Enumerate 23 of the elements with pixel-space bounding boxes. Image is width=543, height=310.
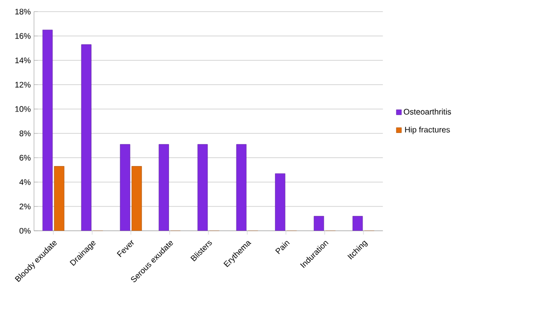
y-tick-label: 2% <box>20 204 31 210</box>
bar <box>132 166 142 232</box>
bar <box>198 144 208 232</box>
bar <box>54 166 64 232</box>
bar <box>352 216 363 232</box>
y-tick-label: 14% <box>15 58 31 64</box>
legend-label: Osteoarthritis <box>404 108 452 115</box>
bar <box>120 144 130 232</box>
bar <box>158 144 169 232</box>
y-tick-label: 0% <box>20 228 31 234</box>
y-tick-label: 18% <box>15 9 31 15</box>
y-tick-label: 12% <box>15 82 31 88</box>
bar <box>81 44 92 232</box>
y-tick-label: 10% <box>15 106 31 112</box>
y-tick-label: 8% <box>20 130 31 136</box>
y-tick-label: 4% <box>19 180 31 186</box>
bar <box>42 30 53 232</box>
bar <box>275 174 286 232</box>
x-tick-label: Pain <box>275 241 290 254</box>
bar <box>236 144 246 232</box>
legend-label: Hip fractures <box>405 126 450 134</box>
y-tick-label: 6% <box>20 155 31 161</box>
y-tick-label: 16% <box>15 33 31 40</box>
